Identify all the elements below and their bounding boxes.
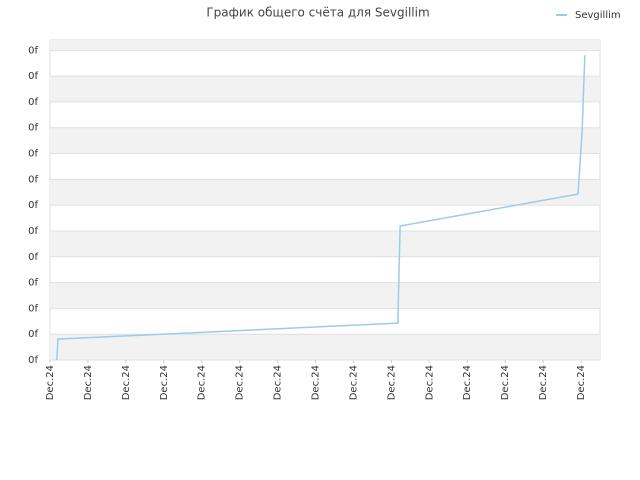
y-tick-label: 0f [28, 278, 38, 289]
x-tick-label: Dec.24 [273, 365, 284, 400]
y-tick-label: 0f [28, 226, 38, 237]
x-tick-label: Dec.24 [311, 365, 322, 400]
grid-band [50, 334, 600, 360]
grid-band [50, 179, 600, 206]
x-tick-label: Dec.24 [500, 365, 511, 400]
grid-band [50, 282, 600, 309]
x-tick-label: Dec.24 [576, 365, 587, 400]
x-tick-label: Dec.24 [83, 365, 94, 400]
y-tick-label: 0f [28, 123, 38, 134]
y-tick-label: 0f [28, 45, 38, 56]
legend-label: Sevgillim [575, 10, 621, 21]
y-tick-label: 0f [28, 149, 38, 160]
grid-band [50, 230, 600, 257]
y-tick-label: 0f [28, 355, 38, 366]
x-tick-label: Dec.24 [424, 365, 435, 400]
y-tick-label: 0f [28, 252, 38, 263]
y-tick-label: 0f [28, 71, 38, 82]
y-tick-label: 0f [28, 97, 38, 108]
x-tick-label: Dec.24 [235, 365, 246, 400]
grid-band [50, 76, 600, 102]
x-tick-label: Dec.24 [197, 365, 208, 400]
x-tick-label: Dec.24 [386, 365, 397, 400]
line [56, 55, 586, 361]
chart-title: График общего счёта для Sevgillim [206, 6, 429, 20]
x-tick-label: Dec.24 [45, 365, 56, 400]
x-tick-label: Dec.24 [462, 365, 473, 400]
x-tick-label: Dec.24 [121, 365, 132, 400]
y-tick-label: 0f [28, 329, 38, 340]
x-tick-label: Dec.24 [538, 365, 549, 400]
y-tick-label: 0f [28, 200, 38, 211]
grid-band [50, 40, 600, 51]
x-tick-label: Dec.24 [159, 365, 170, 400]
grid-band [50, 127, 600, 154]
y-tick-label: 0f [28, 174, 38, 185]
x-tick-label: Dec.24 [348, 365, 359, 400]
y-tick-label: 0f [28, 303, 38, 314]
